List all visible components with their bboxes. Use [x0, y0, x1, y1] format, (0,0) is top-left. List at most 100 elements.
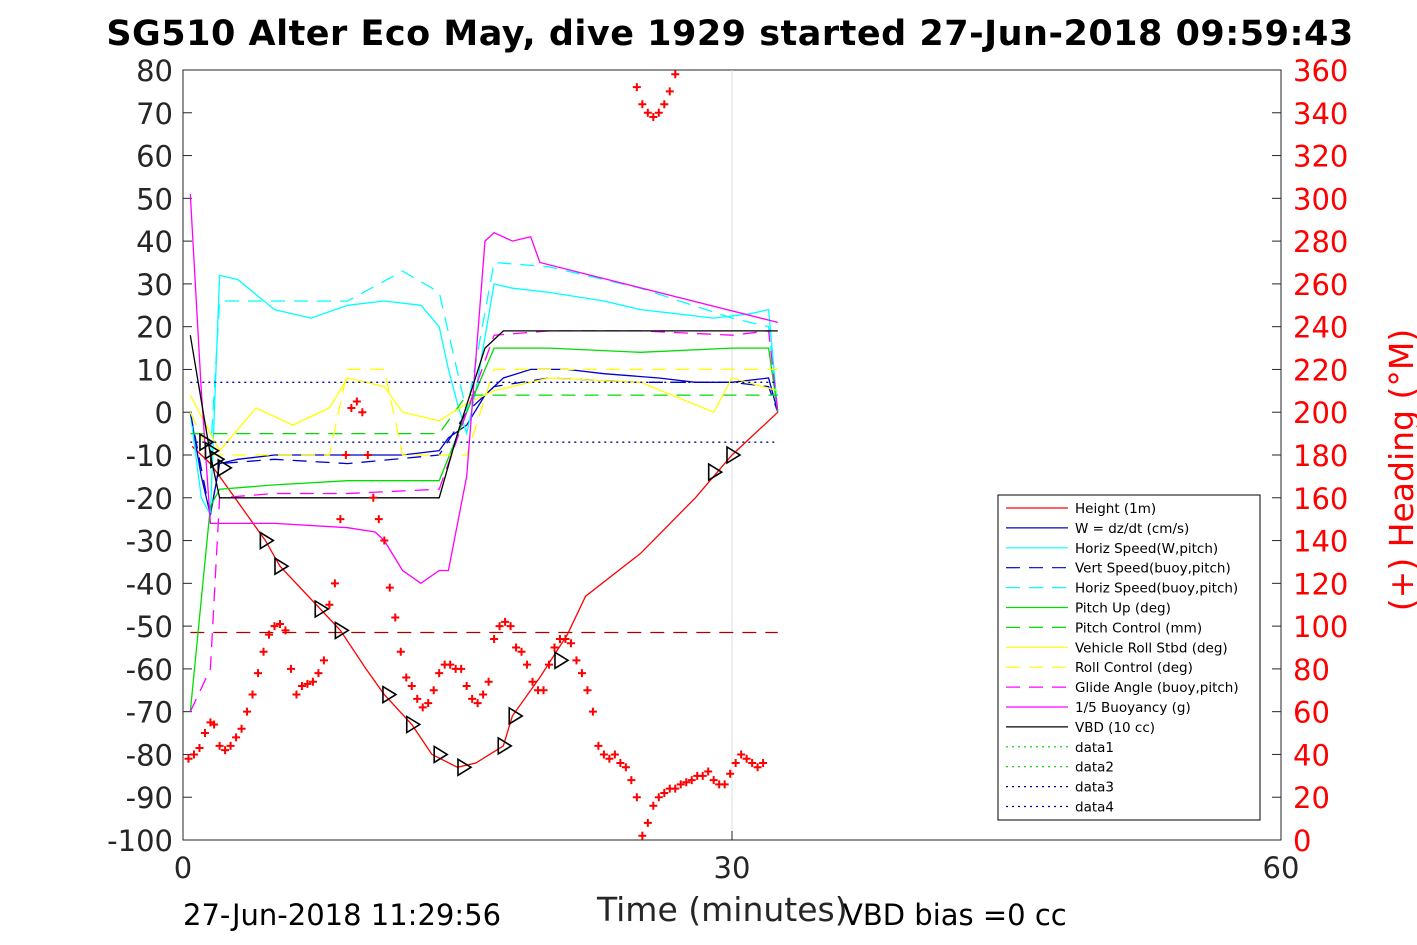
- right-tick-label: 300: [1293, 182, 1348, 216]
- heading-point: [243, 707, 252, 716]
- heading-point: [671, 784, 680, 793]
- left-tick-label: -90: [126, 781, 173, 815]
- triangle-marker: [274, 556, 290, 576]
- heading-point: [391, 613, 400, 622]
- legend-label: 1/5 Buoyancy (g): [1075, 700, 1191, 716]
- vbd-bias-note: VBD bias =0 cc: [843, 898, 1067, 932]
- heading-point: [352, 397, 361, 406]
- series-line-5: [189, 347, 779, 712]
- heading-point: [654, 108, 663, 117]
- legend-label: Roll Control (deg): [1075, 660, 1193, 676]
- right-tick-label: 320: [1293, 140, 1348, 174]
- right-tick-label: 360: [1293, 54, 1348, 88]
- triangle-marker: [707, 462, 724, 482]
- heading-point: [184, 754, 193, 763]
- heading-point: [380, 536, 389, 545]
- right-tick-label: 20: [1293, 781, 1330, 815]
- heading-point: [577, 669, 586, 678]
- heading-point: [297, 682, 306, 690]
- right-tick-label: 40: [1293, 738, 1330, 772]
- heading-point: [484, 677, 493, 686]
- heading-point: [566, 639, 575, 648]
- heading-point: [545, 660, 553, 669]
- series-group: [189, 194, 779, 768]
- x-tick-label: 0: [174, 851, 192, 885]
- triangle-marker: [217, 458, 233, 478]
- heading-point: [200, 729, 209, 738]
- end-timestamp: 27-Jun-2018 11:29:56: [183, 898, 502, 932]
- heading-point: [753, 763, 762, 772]
- heading-point: [588, 707, 597, 716]
- heading-point: [638, 831, 647, 840]
- x-tick-label: 60: [1263, 851, 1300, 885]
- heading-point: [347, 403, 356, 412]
- heading-point: [506, 622, 515, 631]
- left-tick-label: -80: [126, 738, 173, 772]
- legend-label: Horiz Speed(buoy,pitch): [1075, 581, 1238, 597]
- x-axis-label: Time (minutes): [597, 890, 848, 929]
- left-tick-label: 40: [136, 225, 173, 259]
- heading-point: [731, 759, 740, 767]
- series-line-7: [189, 377, 778, 452]
- left-tick-label: 10: [136, 353, 173, 387]
- triangle-marker: [554, 650, 570, 670]
- heading-point: [473, 699, 482, 708]
- triangle-marker: [726, 445, 742, 465]
- heading-point: [621, 763, 630, 772]
- heading-point: [720, 780, 729, 789]
- heading-point: [517, 647, 526, 656]
- heading-point: [402, 673, 411, 682]
- legend-label: data1: [1075, 740, 1114, 756]
- heading-point: [418, 703, 427, 712]
- series-line-0: [191, 411, 779, 768]
- heading-point: [501, 617, 510, 626]
- legend: Height (1m) W = dz/dt (cm/s) Horiz Speed(W…: [997, 494, 1261, 821]
- x-ticks: 0 30 60: [174, 831, 1300, 885]
- heading-point: [704, 767, 713, 776]
- heading-point: [550, 643, 559, 652]
- heading-point: [413, 694, 422, 703]
- right-tick-label: 80: [1293, 653, 1330, 687]
- heading-point: [215, 741, 224, 750]
- left-tick-label: -50: [126, 610, 173, 644]
- right-y-axis-label: (+) Heading (°M): [1382, 328, 1417, 612]
- triangle-marker: [334, 620, 350, 640]
- legend-label: Vert Speed(buoy,pitch): [1075, 561, 1231, 577]
- right-tick-label: 200: [1293, 396, 1348, 430]
- left-tick-label: 70: [136, 97, 173, 131]
- heading-point: [660, 788, 669, 797]
- right-tick-label: 100: [1293, 610, 1348, 644]
- heading-point: [259, 647, 268, 656]
- heading-point: [632, 83, 641, 92]
- heading-point: [363, 451, 372, 459]
- heading-point: [748, 759, 757, 767]
- heading-point: [599, 750, 608, 759]
- heading-point: [698, 771, 707, 780]
- legend-label: data2: [1075, 760, 1114, 776]
- triangle-marker: [314, 599, 330, 619]
- legend-label: data4: [1075, 800, 1114, 816]
- series-line-4: [189, 261, 779, 456]
- heading-point: [682, 778, 691, 787]
- heading-point: [742, 754, 751, 763]
- heading-point: [248, 690, 257, 699]
- heading-point: [539, 686, 548, 695]
- legend-label: data3: [1075, 780, 1114, 796]
- triangle-marker: [259, 531, 275, 550]
- heading-point: [303, 679, 312, 688]
- legend-label: Pitch Control (mm): [1075, 620, 1202, 636]
- heading-point: [627, 776, 636, 785]
- legend-box: [997, 494, 1261, 821]
- heading-point: [314, 669, 323, 678]
- series-line-9: [189, 330, 779, 712]
- heading-point: [512, 643, 521, 652]
- legend-label: Glide Angle (buoy,pitch): [1075, 680, 1239, 696]
- left-tick-label: 20: [136, 311, 173, 345]
- triangle-marker: [405, 715, 422, 734]
- heading-point: [643, 108, 652, 117]
- legend-label: W = dz/dt (cm/s): [1075, 521, 1189, 537]
- heading-point: [759, 759, 768, 767]
- heading-point: [671, 70, 680, 79]
- series-line-3: [189, 377, 779, 516]
- heading-point: [226, 741, 235, 750]
